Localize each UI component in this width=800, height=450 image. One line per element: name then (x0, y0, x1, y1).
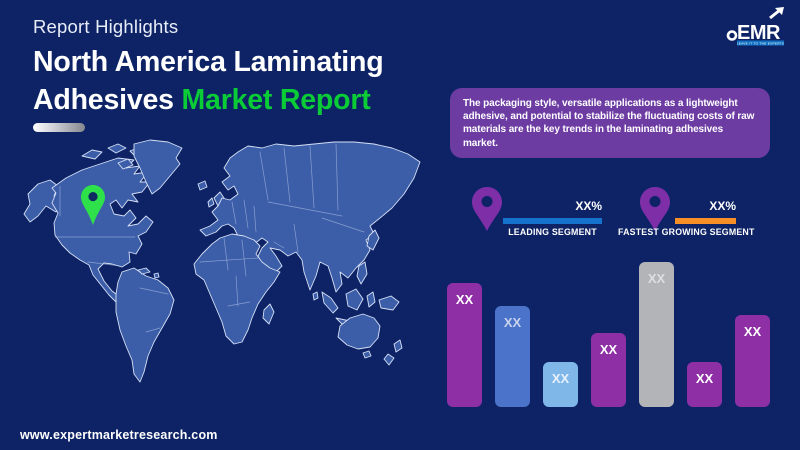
map-greenland (133, 139, 183, 195)
bar-value-label: XX (599, 342, 618, 357)
report-highlights-eyebrow: Report Highlights (33, 16, 179, 37)
map-japan (366, 229, 380, 251)
map-philippines (356, 261, 368, 285)
bar-value-label: XX (455, 292, 474, 307)
map-caribbean (137, 267, 160, 279)
title-line-1: North America Laminating (33, 46, 384, 78)
bar-value-label: XX (551, 371, 570, 386)
fastest-growing-segment-label: FASTEST GROWING SEGMENT (618, 227, 755, 237)
fastest-growing-segment-value: XX% (709, 199, 736, 213)
pin-hole (649, 196, 661, 207)
chart-bar: XX (543, 362, 578, 407)
logo-tagline-strip (737, 40, 784, 46)
pin-hole (88, 192, 98, 202)
map-sri-lanka (312, 291, 319, 301)
logo-tagline: LEAVE IT TO THE EXPERTS (737, 41, 784, 45)
map-madagascar (262, 303, 275, 325)
world-map (23, 139, 421, 383)
chart-bar: XX (447, 283, 482, 407)
website-url-link[interactable]: www.expertmarketresearch.com (20, 428, 218, 442)
map-iceland (197, 180, 208, 191)
pin-body (81, 185, 105, 225)
key-trends-box: The packaging style, versatile applicati… (450, 88, 770, 158)
pin-body (640, 187, 670, 231)
pin-body (472, 187, 502, 231)
chart-bar: XX (735, 315, 770, 407)
leading-segment-bar (503, 218, 602, 224)
logo-arrow-head-icon (775, 7, 784, 15)
location-pin-north-america-icon (81, 185, 105, 225)
fastest-growing-segment-bar (675, 218, 736, 224)
title-underline-bar (33, 123, 85, 132)
map-australia (337, 313, 381, 359)
map-new-zealand (383, 339, 403, 366)
chart-bar: XX (495, 306, 530, 407)
bar-value-label: XX (503, 315, 522, 330)
title-line-2: Adhesives Market Report (33, 82, 383, 120)
key-trends-text: The packaging style, versatile applicati… (463, 98, 755, 149)
page-title: North America Laminating Adhesives Marke… (33, 44, 384, 120)
title-line-2-white: Adhesives (33, 83, 182, 116)
map-south-america (115, 267, 175, 383)
chart-bar: XX (591, 333, 626, 407)
emr-logo: EMR LEAVE IT TO THE EXPERTS (726, 7, 784, 46)
logo-ring-icon (726, 30, 738, 41)
map-new-guinea (378, 295, 400, 311)
bar-value-label: XX (647, 271, 666, 286)
chart-bar: XX (687, 362, 722, 407)
chart-bar: XX (639, 262, 674, 407)
leading-segment-label: LEADING SEGMENT (508, 227, 597, 237)
pin-hole (481, 196, 493, 207)
leading-segment-value: XX% (575, 199, 602, 213)
logo-arrow-icon (769, 8, 781, 20)
title-line-2-green: Market Report (181, 83, 371, 116)
map-alaska (23, 179, 63, 223)
bar-chart: XX XX XX XX XX XX XX (447, 250, 770, 407)
map-country-borders (54, 143, 365, 333)
fastest-growing-segment-pin-icon (640, 187, 670, 231)
logo-text: EMR (737, 22, 781, 44)
map-arctic-islands (81, 143, 147, 170)
leading-segment-pin-icon (472, 187, 502, 231)
bar-value-label: XX (695, 371, 714, 386)
bar-value-label: XX (743, 324, 762, 339)
